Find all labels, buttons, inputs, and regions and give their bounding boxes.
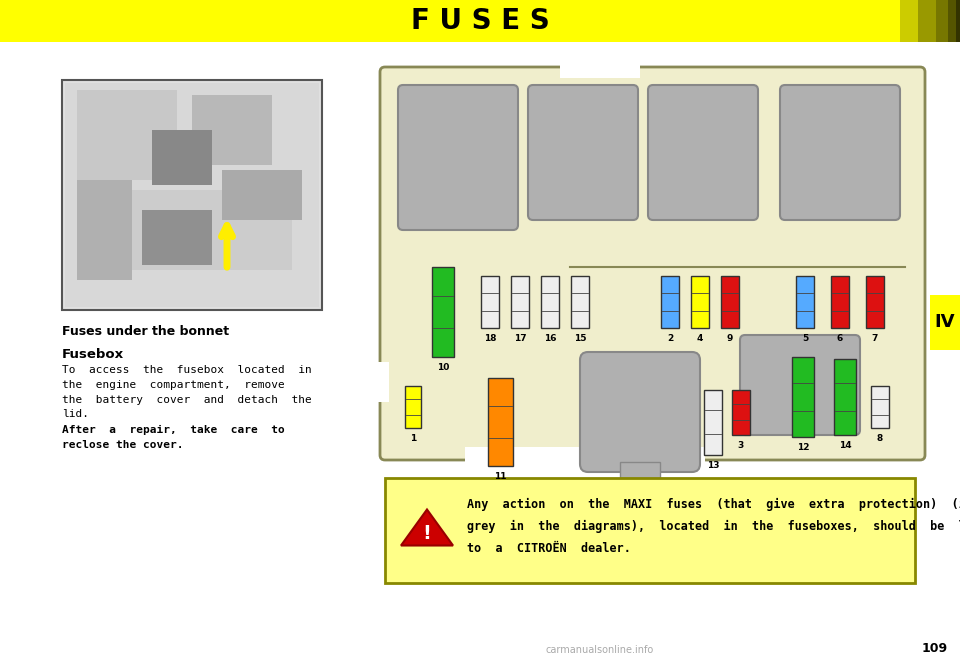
- Text: Fusebox: Fusebox: [62, 348, 124, 361]
- FancyBboxPatch shape: [580, 352, 700, 472]
- Text: To  access  the  fusebox  located  in
the  engine  compartment,  remove
the  bat: To access the fusebox located in the eng…: [62, 365, 312, 420]
- Text: Fuses under the bonnet: Fuses under the bonnet: [62, 325, 229, 338]
- Bar: [511, 276, 529, 328]
- Text: 15: 15: [574, 334, 587, 343]
- Bar: [930, 295, 960, 350]
- Text: 5: 5: [802, 334, 808, 343]
- Bar: [465, 447, 585, 463]
- Text: 7: 7: [872, 334, 878, 343]
- Bar: [405, 386, 421, 428]
- Bar: [792, 357, 814, 437]
- Bar: [625, 447, 705, 463]
- Bar: [481, 276, 499, 328]
- Bar: [796, 276, 814, 328]
- Text: After  a  repair,  take  care  to
reclose the cover.: After a repair, take care to reclose the…: [62, 425, 285, 450]
- Text: 16: 16: [543, 334, 556, 343]
- Bar: [871, 386, 889, 428]
- Bar: [900, 0, 918, 42]
- FancyBboxPatch shape: [648, 85, 758, 220]
- Text: 3: 3: [738, 440, 744, 450]
- Bar: [222, 170, 302, 220]
- Bar: [721, 276, 739, 328]
- Text: 10: 10: [437, 363, 449, 372]
- Bar: [77, 90, 177, 180]
- Text: 18: 18: [484, 334, 496, 343]
- Bar: [142, 210, 212, 265]
- Text: IV: IV: [935, 313, 955, 331]
- Bar: [831, 276, 849, 328]
- Bar: [377, 362, 389, 402]
- Text: 17: 17: [514, 334, 526, 343]
- Bar: [560, 64, 640, 78]
- Text: to  a  CITROËN  dealer.: to a CITROËN dealer.: [467, 542, 631, 555]
- Text: grey  in  the  diagrams),  located  in  the  fuseboxes,  should  be  left: grey in the diagrams), located in the fu…: [467, 520, 960, 533]
- Bar: [65, 83, 319, 307]
- Text: Any  action  on  the  MAXI  fuses  (that  give  extra  protection)  (in: Any action on the MAXI fuses (that give …: [467, 498, 960, 511]
- Text: 9: 9: [727, 334, 733, 343]
- Bar: [866, 276, 884, 328]
- Circle shape: [399, 86, 427, 114]
- Bar: [620, 462, 660, 482]
- Bar: [661, 276, 679, 328]
- Bar: [192, 95, 272, 165]
- Bar: [541, 276, 559, 328]
- FancyBboxPatch shape: [528, 85, 638, 220]
- Bar: [488, 378, 513, 466]
- Bar: [62, 80, 322, 310]
- Text: 12: 12: [797, 443, 809, 452]
- Text: 8: 8: [876, 434, 883, 443]
- Bar: [0, 0, 960, 42]
- Text: F U S E S: F U S E S: [411, 7, 549, 35]
- Text: 14: 14: [839, 441, 852, 450]
- Text: !: !: [422, 524, 431, 543]
- Bar: [732, 389, 750, 434]
- Text: 13: 13: [707, 461, 719, 469]
- Bar: [948, 0, 956, 42]
- Text: 4: 4: [697, 334, 703, 343]
- Text: 6: 6: [837, 334, 843, 343]
- Bar: [132, 190, 292, 270]
- Bar: [385, 478, 915, 583]
- Bar: [571, 276, 589, 328]
- FancyBboxPatch shape: [380, 67, 925, 460]
- Bar: [152, 130, 212, 185]
- FancyBboxPatch shape: [740, 335, 860, 435]
- Text: carmanualsonline.info: carmanualsonline.info: [546, 645, 654, 655]
- Bar: [956, 0, 960, 42]
- Polygon shape: [401, 509, 453, 546]
- Bar: [77, 180, 132, 280]
- Bar: [936, 0, 948, 42]
- FancyBboxPatch shape: [780, 85, 900, 220]
- Text: 11: 11: [493, 472, 506, 481]
- Text: 2: 2: [667, 334, 673, 343]
- Bar: [918, 0, 936, 42]
- FancyBboxPatch shape: [398, 85, 518, 230]
- Bar: [432, 267, 454, 357]
- Text: 1: 1: [410, 434, 416, 443]
- Bar: [704, 389, 722, 455]
- Text: 109: 109: [922, 642, 948, 655]
- Bar: [691, 276, 709, 328]
- Bar: [834, 359, 856, 435]
